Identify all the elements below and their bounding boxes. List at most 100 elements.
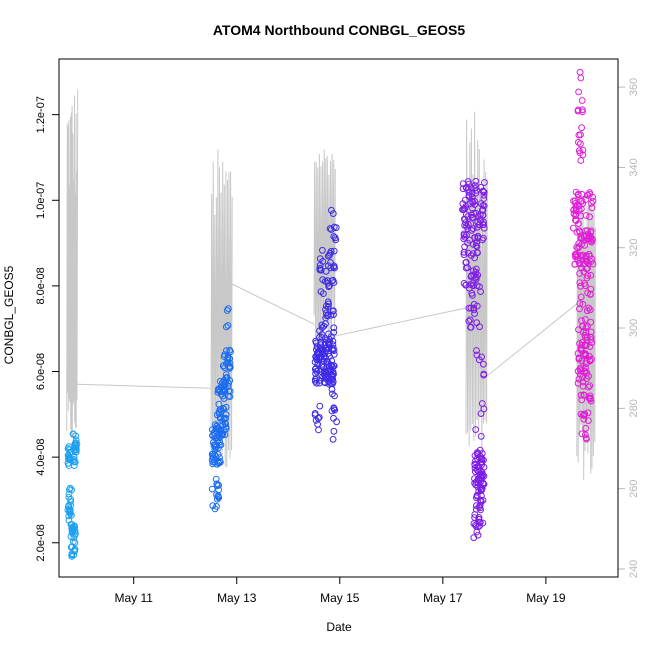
data-point-f2-c0-100	[314, 360, 322, 368]
data-point-f2-c1-28	[316, 334, 323, 341]
data-point-f4-c1-21	[582, 316, 589, 323]
data-point-f0-c1-15	[68, 486, 75, 494]
data-point-f2-c1-32	[330, 247, 338, 255]
x-tick-label-4: May 19	[526, 591, 566, 605]
data-point-f3-c0-83	[471, 201, 479, 209]
data-point-f2-c3-7	[314, 420, 322, 428]
data-point-f4-c3-9	[578, 396, 586, 404]
axes-layer: May 11 May 13 May 15 May 17 May 19 2.0e-08 4.0…	[35, 78, 640, 605]
data-point-f2-c0-86	[320, 346, 327, 354]
data-point-f2-c2-1	[327, 259, 334, 266]
data-point-f3-c4-47	[480, 463, 488, 471]
data-point-f4-c1-17	[587, 290, 594, 298]
data-point-f3-c0-35	[481, 179, 488, 186]
data-point-f1-c2-24	[222, 423, 230, 431]
data-point-f4-c0-94	[577, 234, 585, 242]
data-point-f3-c5-22	[470, 534, 478, 542]
data-point-f3-c1-5	[469, 241, 477, 248]
data-point-f1-c4-0	[222, 323, 230, 331]
data-point-f2-c1-46	[322, 320, 329, 328]
data-point-f4-c3-21	[578, 430, 586, 438]
data-point-f2-c0-95	[321, 371, 328, 379]
data-point-f1-c0-7	[208, 485, 216, 493]
data-point-f3-c3-4	[480, 360, 487, 368]
data-point-f3-c1-30	[473, 249, 481, 256]
data-point-f3-c0-84	[465, 180, 473, 188]
data-point-f4-c0-67	[588, 204, 596, 212]
y-right-tick-label-5: 340	[628, 158, 640, 176]
data-point-f3-c5-17	[475, 516, 483, 523]
data-point-f4-c4-8	[579, 146, 587, 154]
data-point-f2-c0-93	[313, 379, 320, 387]
data-point-f1-c0-12	[212, 475, 220, 483]
data-point-f2-c0-65	[311, 365, 319, 373]
data-point-f3-c2-13	[476, 323, 483, 331]
data-point-f1-c0-11	[214, 493, 222, 501]
data-point-f4-c2-41	[583, 334, 591, 341]
y-right-tick-label-2: 280	[628, 399, 640, 417]
data-point-f3-c0-50	[480, 202, 488, 210]
data-point-f2-c2-8	[332, 236, 340, 244]
data-point-f4-c0-93	[569, 224, 577, 232]
data-point-f3-c0-25	[472, 177, 480, 185]
data-point-f0-c3-8	[72, 436, 80, 444]
data-point-f3-c0-82	[466, 236, 474, 244]
x-tick-label-2: May 15	[320, 591, 360, 605]
data-point-f3-c5-24	[473, 502, 480, 510]
data-point-f2-c1-52	[330, 329, 338, 336]
data-point-f4-c1-24	[580, 268, 588, 276]
data-point-f3-c4-54	[475, 476, 483, 484]
data-point-f1-c2-42	[219, 404, 227, 412]
data-point-f4-c3-11	[587, 397, 595, 405]
data-point-f3-c0-48	[468, 226, 476, 234]
data-point-f2-c1-48	[316, 266, 324, 274]
data-point-f4-c1-15	[576, 279, 584, 287]
data-point-f3-c3-10	[477, 410, 485, 418]
data-point-f4-c4-2	[577, 140, 584, 148]
data-point-f0-c1-18	[64, 506, 72, 514]
data-point-f1-c4-2	[224, 322, 232, 329]
data-point-f4-c4-7	[575, 88, 582, 96]
data-point-f1-c3-19	[221, 388, 229, 396]
data-point-f4-c3-14	[577, 391, 585, 399]
data-point-f3-c1-16	[467, 281, 474, 288]
data-point-f3-c2-11	[467, 304, 475, 312]
data-point-f4-c0-84	[574, 191, 582, 199]
data-point-f2-c1-8	[322, 267, 330, 275]
data-point-f3-c0-70	[480, 191, 488, 199]
data-point-f2-c0-99	[322, 368, 330, 375]
data-point-f3-c5-26	[477, 506, 485, 514]
data-point-f2-c4-7	[327, 380, 335, 388]
data-point-f1-c3-22	[219, 379, 226, 387]
data-point-f0-c2-24	[67, 543, 75, 551]
data-point-f1-c1-44	[216, 438, 224, 446]
data-point-f2-c1-41	[326, 249, 334, 257]
data-point-f3-c5-27	[474, 523, 482, 531]
data-point-f4-c1-25	[576, 270, 583, 277]
data-point-f2-c4-2	[330, 414, 337, 422]
data-point-f2-c2-2	[328, 206, 335, 214]
y-right-tick-label-3: 300	[628, 319, 640, 337]
data-point-f2-c0-64	[312, 339, 320, 347]
data-point-f4-c1-22	[576, 305, 583, 313]
data-point-f2-c0-81	[311, 376, 319, 383]
data-point-f0-c3-21	[72, 443, 80, 451]
data-point-f3-c1-19	[472, 275, 480, 283]
data-point-f3-c0-53	[480, 188, 488, 196]
data-point-f3-c0-74	[468, 190, 476, 198]
data-point-f4-c2-36	[582, 358, 590, 365]
y-right-tick-label-4: 320	[628, 239, 640, 257]
data-point-f4-c4-6	[575, 138, 582, 146]
data-point-f3-c3-7	[473, 347, 480, 354]
data-point-f1-c3-23	[223, 347, 230, 355]
data-point-f4-c4-14	[575, 131, 583, 139]
data-point-f2-c0-107	[319, 350, 326, 358]
data-point-f4-c1-23	[584, 322, 591, 330]
data-point-f3-c1-10	[472, 242, 480, 249]
data-point-f1-c1-10	[209, 450, 217, 458]
data-point-f4-c3-18	[582, 424, 590, 432]
data-point-f2-c1-42	[329, 307, 337, 315]
data-point-f2-c1-49	[319, 246, 326, 254]
data-point-f3-c1-34	[470, 267, 477, 275]
